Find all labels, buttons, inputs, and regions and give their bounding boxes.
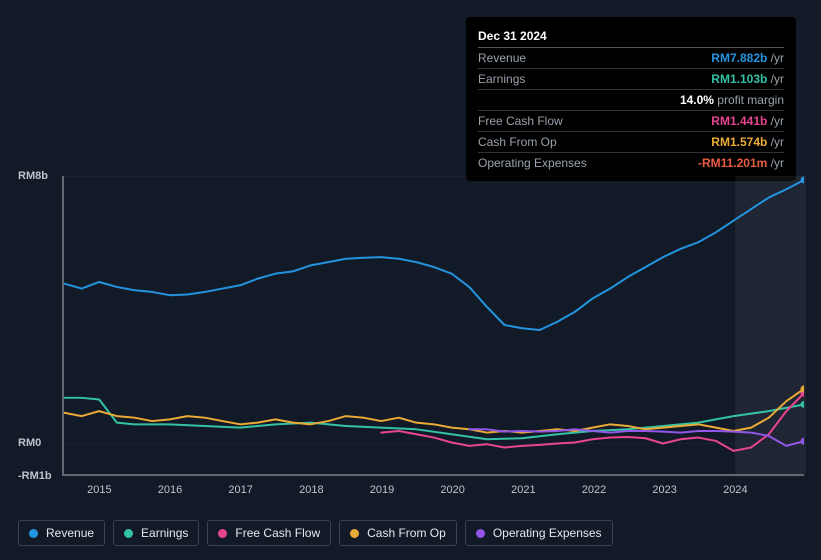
- tooltip-date: Dec 31 2024: [478, 25, 784, 48]
- tooltip-row-label: Revenue: [478, 51, 526, 65]
- x-axis-label: 2017: [228, 484, 252, 496]
- legend-item[interactable]: Earnings: [113, 520, 199, 546]
- tooltip-row-unit: /yr: [771, 114, 784, 128]
- legend-dot: [218, 529, 227, 538]
- legend-label: Free Cash Flow: [235, 526, 320, 540]
- chart-area: RM8b RM0 -RM1b 201520162017201820192020202…: [18, 160, 804, 480]
- grid-line: [64, 476, 804, 477]
- tooltip-row-value: RM7.882b: [711, 51, 770, 65]
- x-axis-label: 2021: [511, 484, 535, 496]
- grid-line: [64, 176, 804, 177]
- tooltip-row-label: Free Cash Flow: [478, 114, 563, 128]
- tooltip-row: Revenue RM7.882b /yr: [478, 48, 784, 69]
- legend-label: Earnings: [141, 526, 188, 540]
- x-axis-label: 2015: [87, 484, 111, 496]
- legend-label: Operating Expenses: [493, 526, 602, 540]
- chart-plot: 2015201620172018201920202021202220232024: [62, 176, 804, 476]
- legend-item[interactable]: Operating Expenses: [465, 520, 613, 546]
- series-endpoint: [801, 438, 804, 445]
- tooltip-row: Earnings RM1.103b /yr: [478, 69, 784, 90]
- tooltip-row-unit: /yr: [771, 135, 784, 149]
- grid-line: [64, 443, 804, 444]
- x-axis-label: 2018: [299, 484, 323, 496]
- x-axis-label: 2019: [370, 484, 394, 496]
- x-axis-label: 2023: [652, 484, 676, 496]
- x-axis-label: 2016: [158, 484, 182, 496]
- tooltip-row-label: Cash From Op: [478, 135, 557, 149]
- legend-item[interactable]: Free Cash Flow: [207, 520, 331, 546]
- tooltip-row-label: Earnings: [478, 72, 525, 86]
- tooltip-row-value: 14.0%: [680, 93, 717, 107]
- legend-label: Cash From Op: [367, 526, 446, 540]
- tooltip-row: Free Cash Flow RM1.441b /yr: [478, 111, 784, 132]
- tooltip-row: 14.0% profit margin: [478, 90, 784, 111]
- y-axis-label: -RM1b: [18, 470, 52, 482]
- legend-label: Revenue: [46, 526, 94, 540]
- legend-dot: [350, 529, 359, 538]
- y-axis-label: RM8b: [18, 170, 48, 182]
- chart-tooltip: Dec 31 2024 Revenue RM7.882b /yr Earnings R…: [466, 17, 796, 181]
- legend-item[interactable]: Revenue: [18, 520, 105, 546]
- tooltip-row-value: RM1.441b: [711, 114, 770, 128]
- y-axis-label: RM0: [18, 437, 41, 449]
- x-axis-label: 2020: [440, 484, 464, 496]
- tooltip-row-unit: profit margin: [717, 93, 784, 107]
- legend-dot: [29, 529, 38, 538]
- tooltip-row-unit: /yr: [771, 72, 784, 86]
- legend-item[interactable]: Cash From Op: [339, 520, 457, 546]
- chart-legend: Revenue Earnings Free Cash Flow Cash From O…: [18, 520, 613, 546]
- x-axis-label: 2024: [723, 484, 747, 496]
- tooltip-row: Cash From Op RM1.574b /yr: [478, 132, 784, 153]
- legend-dot: [476, 529, 485, 538]
- x-axis-label: 2022: [582, 484, 606, 496]
- series-line: [64, 389, 804, 433]
- tooltip-row-unit: /yr: [771, 51, 784, 65]
- series-line: [64, 180, 804, 330]
- tooltip-row-value: RM1.103b: [711, 72, 770, 86]
- series-endpoint: [801, 401, 804, 408]
- tooltip-row-value: RM1.574b: [711, 135, 770, 149]
- legend-dot: [124, 529, 133, 538]
